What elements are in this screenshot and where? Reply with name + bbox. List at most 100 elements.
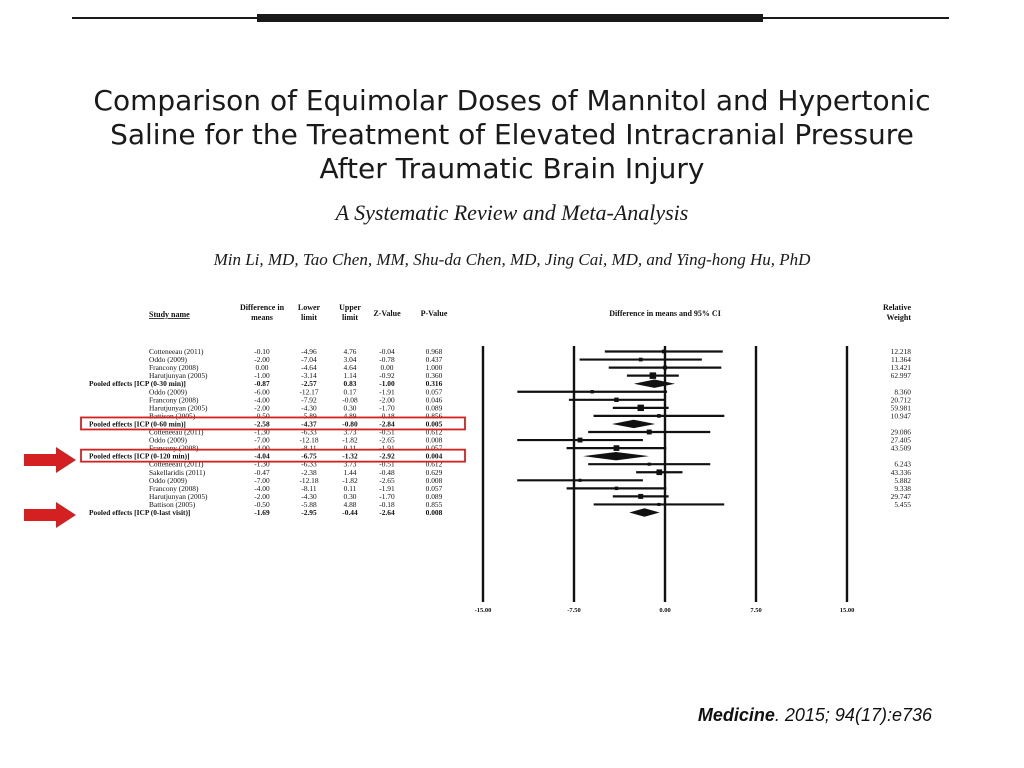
row-z: -0.18 — [379, 500, 395, 509]
row-lower: -2.38 — [301, 468, 317, 477]
row-lower: -6.75 — [301, 452, 317, 461]
row-p: 0.316 — [426, 379, 443, 388]
row-diff: -1.30 — [254, 460, 270, 469]
row-diff: -0.50 — [254, 500, 270, 509]
row-diff: 0.00 — [256, 363, 269, 372]
row-z: -0.18 — [379, 411, 395, 420]
highlight-box — [80, 416, 466, 431]
estimate-box — [637, 404, 644, 412]
row-p: 0.856 — [426, 411, 443, 420]
row-study: Harutjunyan (2005) — [149, 492, 208, 501]
row-upper: 1.44 — [344, 468, 357, 477]
row-study: Harutjunyan (2005) — [149, 371, 208, 380]
header-weight: Relative — [883, 303, 911, 312]
row-study: Pooled effects [ICP (0-last visit)] — [89, 508, 190, 517]
row-weight: 20.712 — [891, 395, 912, 404]
row-weight: 8.360 — [894, 387, 911, 396]
title-line-2: Saline for the Treatment of Elevated Int… — [110, 118, 914, 151]
row-z: -0.04 — [379, 347, 395, 356]
row-z: -2.00 — [379, 395, 395, 404]
row-diff: -7.00 — [254, 436, 270, 445]
row-study: Cotteneeau (2011) — [149, 347, 204, 356]
title-line-1: Comparison of Equimolar Doses of Mannito… — [93, 84, 931, 117]
highlight-box — [80, 448, 466, 463]
header-diff: Difference in — [240, 303, 285, 312]
row-diff: -2.00 — [254, 403, 270, 412]
row-study: Francony (2008) — [149, 484, 199, 493]
row-weight: 10.947 — [891, 411, 912, 420]
row-upper: 0.17 — [344, 387, 357, 396]
row-upper: 0.30 — [344, 403, 357, 412]
header-upper: Upper — [339, 303, 361, 312]
row-upper: 0.11 — [344, 444, 357, 453]
estimate-box — [578, 478, 582, 482]
paper-title: Comparison of Equimolar Doses of Mannito… — [40, 84, 984, 186]
row-weight: 59.981 — [891, 403, 912, 412]
row-weight: 27.405 — [891, 436, 912, 445]
row-study: Oddo (2009) — [149, 436, 188, 445]
row-study: Oddo (2009) — [149, 387, 188, 396]
row-lower: -12.18 — [299, 476, 318, 485]
header-rule-left — [72, 17, 268, 19]
row-z: -1.91 — [379, 444, 395, 453]
row-upper: 4.88 — [344, 500, 357, 509]
row-p: 0.005 — [426, 419, 443, 428]
row-z: -1.70 — [379, 492, 395, 501]
pooled-diamond — [633, 379, 676, 388]
header-lower: Lower — [298, 303, 321, 312]
row-p: 0.968 — [426, 347, 443, 356]
forest-plot-figure: Study name Difference in means Lower limit Up… — [79, 290, 933, 618]
header-study: Study name — [149, 310, 190, 319]
row-z: -2.65 — [379, 436, 395, 445]
row-p: 0.004 — [426, 452, 443, 461]
row-diff: -2.00 — [254, 492, 270, 501]
row-upper: 0.30 — [344, 492, 357, 501]
row-lower: -3.14 — [301, 371, 317, 380]
citation: Medicine. 2015; 94(17):e736 — [480, 705, 932, 726]
pooled-diamond — [629, 508, 660, 517]
header-rule-right — [752, 17, 949, 19]
row-weight: 43.336 — [891, 468, 912, 477]
row-p: 0.008 — [426, 508, 443, 517]
row-lower: -7.04 — [301, 355, 317, 364]
row-z: -0.51 — [379, 460, 395, 469]
estimate-box — [657, 502, 661, 506]
row-study: Cotteneeau (2011) — [149, 428, 204, 437]
row-diff: -4.04 — [254, 452, 270, 461]
row-study: Harutjunyan (2005) — [149, 403, 208, 412]
row-lower: -8.11 — [301, 444, 316, 453]
x-tick-label: 0.00 — [659, 607, 670, 614]
header-plot: Difference in means and 95% CI — [609, 309, 721, 318]
row-upper: 3.73 — [344, 460, 357, 469]
estimate-box — [663, 365, 667, 370]
header-weight: Weight — [887, 313, 912, 322]
row-upper: 0.11 — [344, 484, 357, 493]
row-p: 0.008 — [426, 436, 443, 445]
row-weight: 13.421 — [891, 363, 912, 372]
row-diff: -2.00 — [254, 355, 270, 364]
row-z: -0.92 — [379, 371, 395, 380]
row-weight: 9.338 — [894, 484, 911, 493]
row-p: 0.629 — [426, 468, 443, 477]
row-diff: -0.47 — [254, 468, 270, 477]
estimate-box — [657, 414, 661, 418]
row-study: Francony (2008) — [149, 395, 199, 404]
row-weight: 5.455 — [894, 500, 911, 509]
row-p: 0.057 — [426, 484, 443, 493]
estimate-box — [638, 357, 643, 362]
row-upper: 4.64 — [344, 363, 357, 372]
row-diff: -1.69 — [254, 508, 270, 517]
row-upper: -0.80 — [342, 419, 358, 428]
row-z: -2.64 — [379, 508, 395, 517]
row-weight: 43.509 — [891, 444, 912, 453]
row-upper: -1.82 — [342, 476, 358, 485]
row-lower: -5.89 — [301, 411, 317, 420]
row-weight: 12.218 — [891, 347, 912, 356]
x-tick-label: 7.50 — [750, 607, 761, 614]
row-upper: 3.73 — [344, 428, 357, 437]
row-lower: -4.64 — [301, 363, 317, 372]
row-lower: -4.30 — [301, 492, 317, 501]
row-p: 0.855 — [426, 500, 443, 509]
row-upper: -1.32 — [342, 452, 358, 461]
row-p: 1.000 — [426, 363, 443, 372]
